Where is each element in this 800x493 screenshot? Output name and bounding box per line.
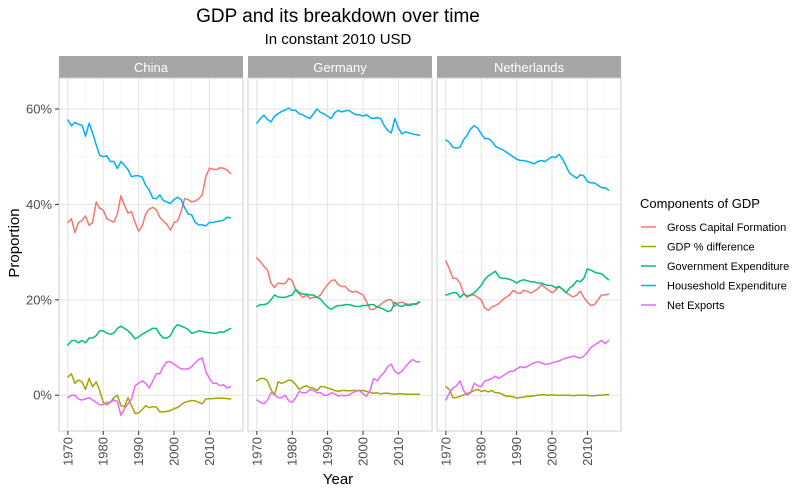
series-line-germany-net-exports [256,358,421,405]
x-tick-label: 2010 [580,437,595,466]
x-tick-label: 1990 [131,437,146,466]
strip-label-germany: Germany [313,60,367,75]
strip-label-netherlands: Netherlands [494,60,565,75]
series-line-germany-gross-capital-formation [256,257,421,311]
x-tick-label: 2000 [167,437,182,466]
series-line-germany-gdp-difference [256,377,421,396]
series-line-china-government-expenditure [67,323,232,346]
x-tick-label: 1980 [285,437,300,466]
series-line-netherlands-gdp-difference [445,385,610,399]
y-tick-label: 40% [26,197,52,212]
x-tick-label: 1980 [474,437,489,466]
x-tick-label: 1980 [96,437,111,466]
legend-item-government-expenditure: Government Expenditure [641,261,789,273]
legend-label-government-expenditure: Government Expenditure [667,261,789,273]
series-line-netherlands-gross-capital-formation [445,259,610,312]
x-tick-label: 1990 [509,437,524,466]
x-tick-label: 1990 [320,437,335,466]
y-tick-label: 0% [33,388,52,403]
x-tick-label: 2010 [391,437,406,466]
series-line-germany-government-expenditure [256,288,421,313]
legend-item-net-exports: Net Exports [641,300,725,312]
legend-item-houseshold-expenditure: Houseshold Expenditure [641,281,787,293]
x-tick-label: 2000 [545,437,560,466]
facet-panels: China 1970 1980 1990 2000 2010 0% 20% 40% 60% Germ… [26,56,622,466]
series-line-netherlands-net-exports [445,339,610,401]
plot-area-germany [247,77,433,432]
series-line-netherlands-government-expenditure [445,268,610,299]
series-line-china-gdp-difference [67,373,232,415]
strip-germany [248,56,432,78]
chart-subtitle: In constant 2010 USD [265,31,412,48]
y-axis-title: Proportion [6,208,23,277]
legend-label-houseshold-expenditure: Houseshold Expenditure [667,281,787,293]
x-tick-label: 2010 [202,437,217,466]
x-tick-label: 1970 [249,437,264,466]
chart-title: GDP and its breakdown over time [196,6,480,27]
y-tick-label: 60% [26,102,52,117]
series-line-china-gross-capital-formation [67,166,232,234]
x-tick-label: 1970 [438,437,453,466]
series-line-china-net-exports [67,357,232,417]
y-tick-label: 20% [26,292,52,307]
plot-area-china [58,77,244,432]
legend-title: Components of GDP [640,196,760,211]
x-axis-title: Year [323,471,353,488]
legend-item-gdp-difference: GDP % difference [641,242,755,254]
series-line-netherlands-houseshold-expenditure [445,124,610,191]
legend-item-gross-capital-formation: Gross Capital Formation [641,222,786,234]
strip-label-china: China [134,60,169,75]
legend-label-net-exports: Net Exports [667,300,725,312]
x-tick-label: 1970 [60,437,75,466]
series-line-china-houseshold-expenditure [67,119,232,227]
legend-label-gross-capital-formation: Gross Capital Formation [667,222,786,234]
strip-netherlands [437,56,621,78]
x-tick-label: 2000 [356,437,371,466]
legend: Components of GDP Gross Capital Formatio… [640,196,789,312]
plot-area-netherlands [436,77,622,432]
panel-germany: Germany 1970 1980 1990 2000 2010 [247,56,433,466]
panel-china: China 1970 1980 1990 2000 2010 0% 20% 40% 60% [26,56,244,466]
panel-netherlands: Netherlands 1970 1980 1990 2000 2010 [436,56,622,466]
legend-label-gdp-difference: GDP % difference [667,242,755,254]
series-line-germany-houseshold-expenditure [256,107,421,136]
strip-china [59,56,243,78]
